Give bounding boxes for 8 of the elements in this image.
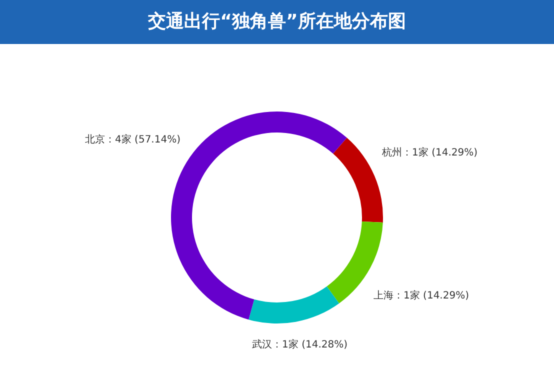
donut-slice bbox=[248, 286, 340, 324]
slice-label: 北京：4家 (57.14%) bbox=[85, 134, 181, 146]
chart-title: 交通出行“独角兽”所在地分布图 bbox=[0, 0, 554, 44]
slice-label: 上海：1家 (14.29%) bbox=[374, 289, 470, 302]
slice-label: 杭州：1家 (14.29%) bbox=[381, 146, 478, 159]
donut-slice bbox=[326, 221, 383, 304]
slice-label: 武汉：1家 (14.28%) bbox=[252, 338, 348, 350]
donut-slice bbox=[333, 138, 383, 222]
